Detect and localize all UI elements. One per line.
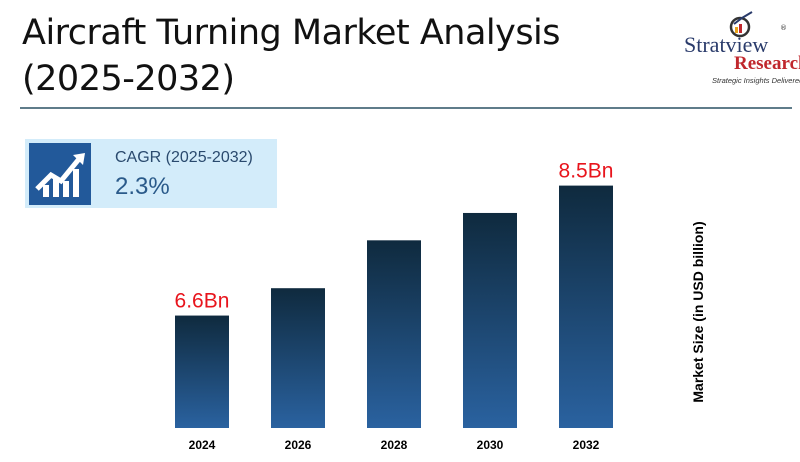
data-label: 6.6Bn [175,290,230,313]
logo-name2: Research [734,53,800,74]
x-tick-label: 2028 [381,438,408,452]
bar-2030 [463,212,517,428]
y-axis-label: Market Size (in USD billion) [690,221,706,403]
cagr-box: CAGR (2025-2032) 2.3% [25,139,277,208]
x-tick-label: 2026 [285,438,312,452]
cagr-label: CAGR (2025-2032) [115,149,253,166]
logo-reg: ® [780,24,787,32]
x-tick-label: 2032 [573,438,600,452]
header-divider [20,107,792,109]
x-tick-label: 2024 [189,438,216,452]
cagr-value: 2.3% [115,173,170,200]
logo-name: Stratview [684,32,769,57]
bar-2032 [559,185,613,428]
bar-2028 [367,240,421,428]
page-title: Aircraft Turning Market Analysis (2025-2… [22,13,561,99]
data-label: 8.5Bn [559,160,614,183]
bar-2026 [271,288,325,428]
magnifier-logo-icon [729,11,753,38]
growth-chart-icon [29,143,91,205]
x-tick-label: 2030 [477,438,504,452]
bar-2024 [175,315,229,428]
stratview-logo: Stratview ® Research Strategic Insights … [680,10,800,85]
logo-tagline: Strategic Insights Delivered [712,76,800,85]
